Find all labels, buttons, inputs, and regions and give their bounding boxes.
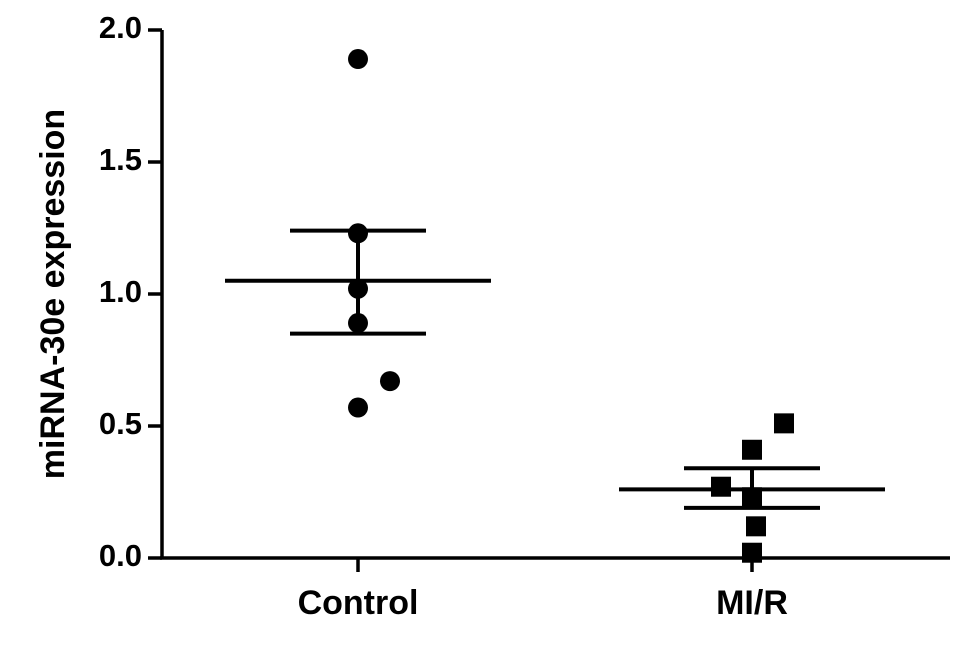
mean-error-bars — [225, 228, 885, 510]
data-points — [348, 49, 794, 563]
y-tick-label: 0.5 — [99, 406, 142, 441]
mir-data-point — [774, 413, 794, 434]
y-tick-label: 0.0 — [99, 538, 142, 573]
mir-data-point — [742, 542, 762, 563]
control-data-point — [348, 397, 368, 418]
y-axis-label: miRNA-30e expression — [34, 109, 72, 479]
axes: miRNA-30e expression — [34, 30, 950, 560]
y-ticks: 0.0 0.5 1.0 1.5 2.0 — [99, 10, 162, 573]
control-data-point — [348, 223, 368, 244]
mir-data-point — [711, 476, 731, 497]
control-data-point — [348, 49, 368, 70]
x-category-label: MI/R — [716, 584, 788, 622]
mir-data-point — [746, 516, 766, 537]
control-data-point — [380, 371, 400, 392]
x-categories: Control MI/R — [298, 558, 788, 622]
mir-data-point — [742, 439, 762, 460]
mir-data-point — [742, 487, 762, 508]
control-data-point — [348, 278, 368, 299]
y-tick-label: 1.5 — [99, 142, 142, 177]
control-data-point — [348, 313, 368, 334]
y-tick-label: 2.0 — [99, 10, 142, 45]
x-category-label: Control — [298, 584, 419, 622]
y-tick-label: 1.0 — [99, 274, 142, 309]
